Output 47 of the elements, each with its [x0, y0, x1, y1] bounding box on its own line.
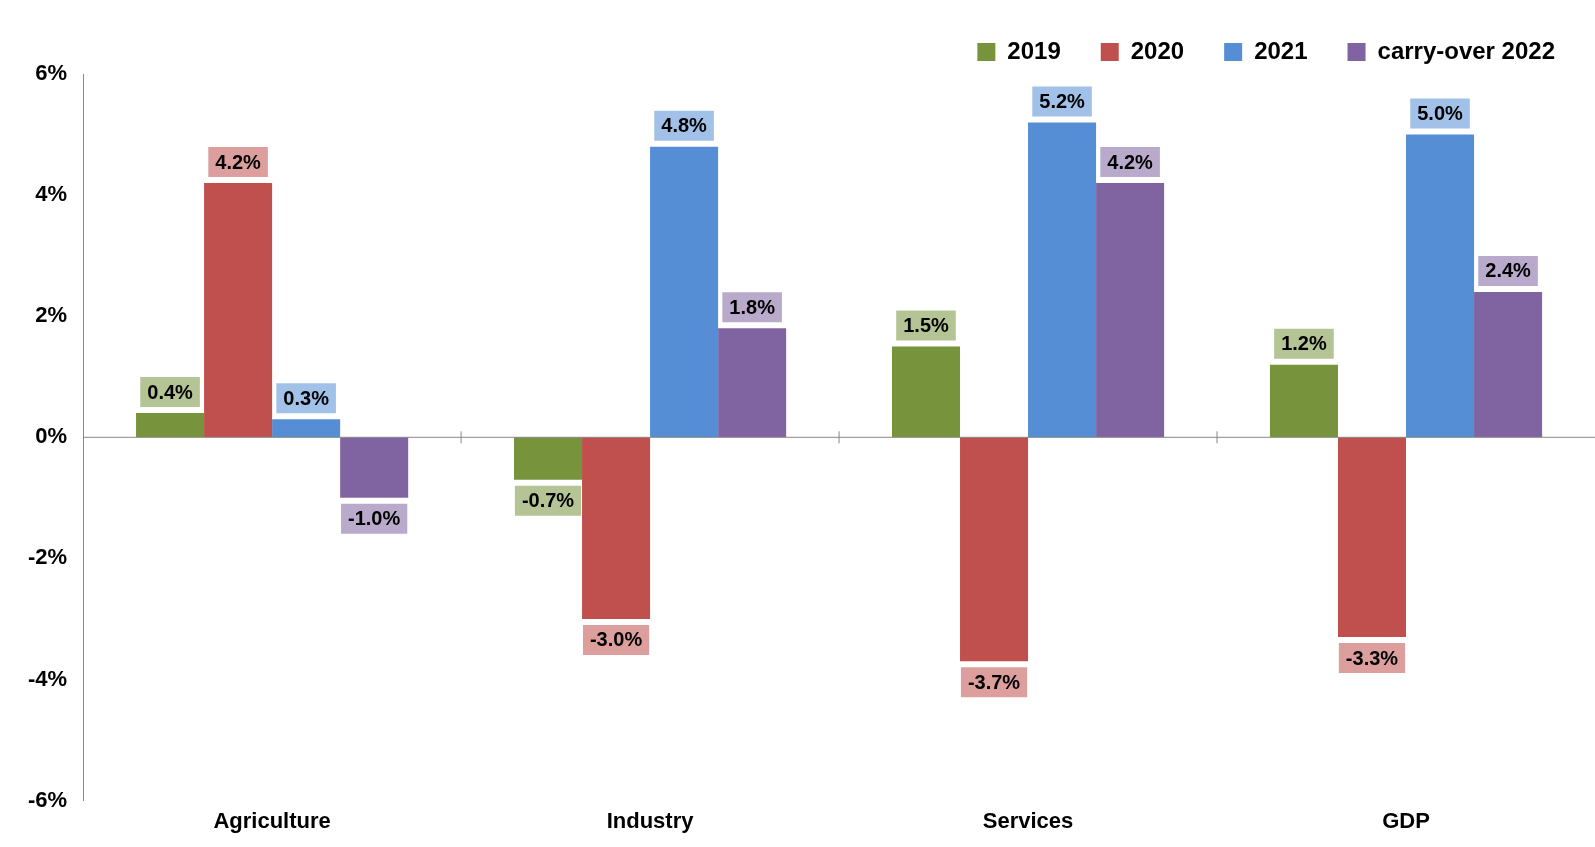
data-label: -3.0% — [589, 628, 643, 651]
x-tick-label: Services — [982, 807, 1074, 833]
data-label: 0.4% — [147, 380, 194, 403]
data-label: 5.0% — [1417, 102, 1464, 125]
data-label: 2.4% — [1485, 259, 1532, 282]
data-label: 1.2% — [1281, 332, 1327, 355]
legend-label: carry-over 2022 — [1377, 36, 1555, 64]
bar — [272, 419, 341, 438]
legend-label: 2019 — [1007, 36, 1061, 64]
data-label: 1.8% — [729, 295, 776, 318]
bar — [1474, 291, 1543, 438]
bar — [514, 437, 583, 480]
y-tick-label: 6% — [35, 60, 68, 86]
data-label: 4.2% — [1107, 150, 1154, 173]
data-label: -0.7% — [521, 489, 575, 512]
y-tick-label: 4% — [35, 181, 68, 207]
bar — [340, 437, 409, 498]
data-label: -1.0% — [348, 507, 401, 530]
data-label: 5.2% — [1039, 89, 1086, 112]
data-label: 4.8% — [661, 114, 708, 137]
data-label: -3.3% — [1345, 646, 1399, 669]
data-label: 0.3% — [283, 386, 330, 409]
data-label: 4.2% — [215, 150, 262, 173]
bar — [1406, 134, 1475, 438]
data-label: 1.5% — [903, 313, 949, 336]
bar — [718, 328, 787, 438]
x-tick-label: GDP — [1382, 807, 1430, 833]
y-tick-label: 2% — [35, 302, 68, 328]
y-tick-label: -2% — [28, 544, 68, 570]
legend-label: 2020 — [1130, 36, 1185, 64]
legend-label: 2021 — [1254, 36, 1308, 64]
data-label: -3.7% — [967, 670, 1021, 693]
bar — [1096, 182, 1165, 438]
bar — [650, 146, 719, 438]
y-tick-label: -6% — [28, 786, 68, 812]
bar — [891, 346, 961, 438]
x-tick-label: Industry — [606, 807, 695, 833]
bar — [582, 437, 651, 619]
x-tick-label: Agriculture — [213, 807, 331, 833]
bar — [1028, 122, 1097, 438]
bar — [1269, 364, 1338, 438]
bar — [204, 182, 273, 438]
bar — [960, 437, 1029, 662]
y-tick-label: -4% — [28, 665, 68, 691]
bar — [1337, 437, 1407, 638]
y-tick-label: 0% — [35, 423, 68, 449]
bar — [136, 413, 205, 438]
